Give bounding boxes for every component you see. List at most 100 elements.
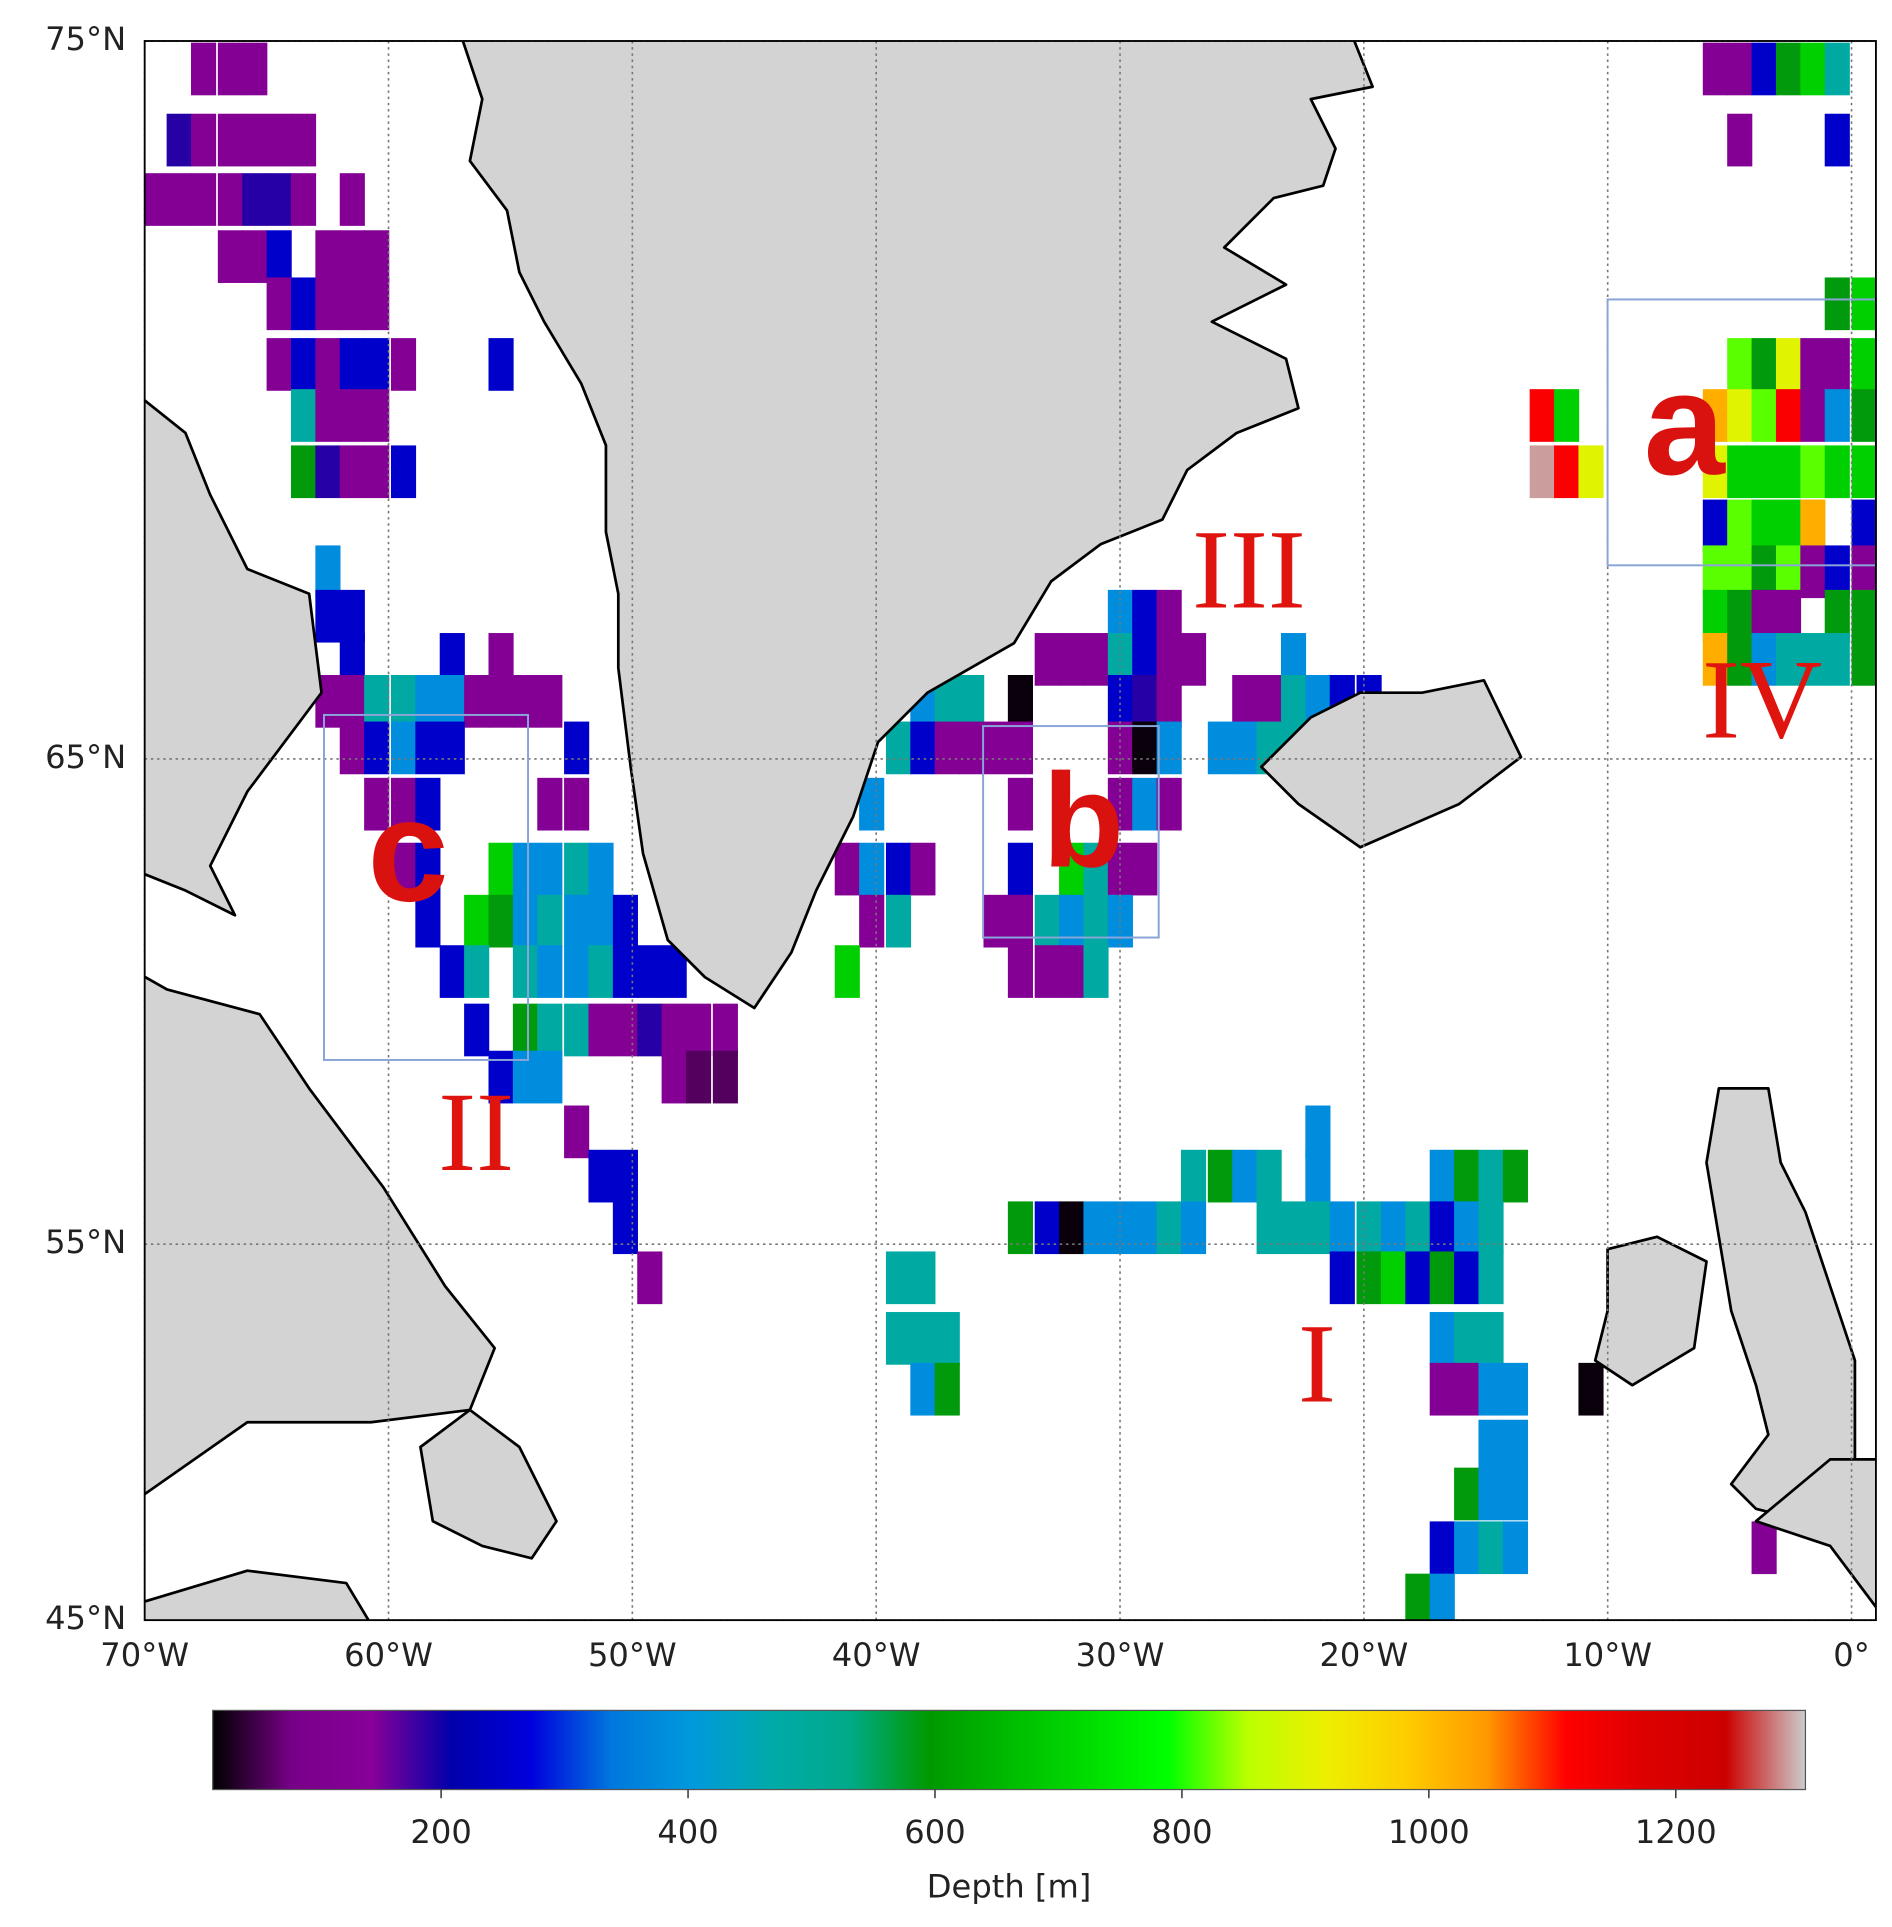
depth-cell — [1751, 42, 1777, 96]
depth-cell — [339, 389, 365, 442]
depth-cell — [339, 721, 365, 775]
depth-cell — [1059, 945, 1085, 998]
iceland — [1259, 678, 1523, 849]
depth-cell — [1132, 1201, 1158, 1255]
depth-cell — [464, 894, 490, 948]
depth-cell — [1132, 721, 1158, 775]
x-tick-label: 30°W — [1076, 1636, 1165, 1674]
depth-cell — [266, 173, 292, 226]
depth-cell — [1380, 1201, 1407, 1255]
depth-cell — [1529, 445, 1555, 499]
depth-cell — [1454, 1312, 1480, 1365]
depth-cell — [1305, 1201, 1331, 1255]
depth-cell — [315, 545, 341, 599]
depth-cell — [1180, 633, 1207, 686]
depth-cell — [834, 945, 860, 998]
depth-cell — [564, 842, 590, 896]
depth-cell — [537, 1003, 563, 1057]
depth-cell — [1232, 721, 1258, 775]
depth-cell — [390, 675, 417, 728]
depth-cell — [1034, 1201, 1060, 1255]
annotation: c — [368, 769, 449, 932]
depth-cell — [217, 173, 243, 226]
depth-cell — [1478, 1149, 1504, 1203]
depth-cell — [1329, 1201, 1355, 1255]
baffin-island — [144, 398, 323, 917]
depth-cell — [415, 894, 441, 948]
depth-cell — [415, 842, 441, 896]
depth-cell — [242, 42, 268, 96]
depth-cell — [859, 894, 885, 948]
depth-cell — [1502, 1467, 1528, 1521]
depth-cell — [217, 113, 243, 167]
x-tick-label: 70°W — [100, 1636, 189, 1674]
depth-cell — [1405, 1251, 1431, 1305]
colorbar-tick-label: 200 — [410, 1813, 471, 1851]
depth-cell — [1775, 445, 1802, 499]
depth-cell — [290, 173, 317, 226]
depth-cell — [1727, 633, 1753, 686]
depth-cell — [686, 1003, 712, 1057]
depth-cell — [439, 945, 465, 998]
depth-cell — [1232, 1149, 1258, 1203]
depth-cell — [1751, 1521, 1777, 1575]
depth-cell — [712, 1003, 738, 1057]
region-box-b — [982, 725, 1160, 939]
depth-cell — [339, 445, 365, 499]
depth-cell — [537, 842, 563, 896]
depth-cell — [512, 675, 539, 728]
depth-cell — [488, 675, 514, 728]
region-box-c — [323, 713, 530, 1061]
depth-cell — [512, 1050, 539, 1104]
depth-cell — [612, 1149, 638, 1203]
depth-cell — [537, 1050, 563, 1104]
depth-cell — [1429, 1573, 1455, 1621]
depth-cell — [1180, 1149, 1207, 1203]
depth-cell — [1380, 1251, 1407, 1305]
depth-cell — [488, 842, 514, 896]
depth-cell — [1578, 445, 1604, 499]
depth-cell — [364, 675, 390, 728]
depth-cell — [242, 113, 268, 167]
depth-cell — [1132, 675, 1158, 728]
depth-cell — [1775, 545, 1802, 599]
depth-cell — [1429, 1201, 1455, 1255]
depth-cell — [1405, 1201, 1431, 1255]
annotation: III — [1192, 506, 1306, 632]
depth-cell — [390, 777, 417, 831]
depth-cell — [1059, 894, 1085, 948]
colorbar — [212, 1709, 1807, 1791]
annotation: b — [1042, 746, 1124, 895]
depth-cell — [242, 173, 268, 226]
depth-cell — [637, 1003, 663, 1057]
depth-cell — [564, 777, 590, 831]
depth-cell — [415, 777, 441, 831]
depth-cell — [390, 338, 417, 391]
depth-cell — [390, 445, 417, 499]
depth-cell — [1454, 1251, 1480, 1305]
depth-cell — [1132, 777, 1158, 831]
depth-cell — [390, 842, 417, 896]
depth-cell — [910, 1362, 936, 1416]
depth-cell — [439, 675, 465, 728]
depth-cell — [1034, 894, 1060, 948]
depth-cell — [1702, 389, 1728, 442]
x-tick-label: 10°W — [1563, 1636, 1652, 1674]
depth-cell — [1429, 1521, 1455, 1575]
depth-cell — [612, 1201, 638, 1255]
depth-cell — [983, 894, 1009, 948]
depth-cell — [1454, 1521, 1480, 1575]
depth-cell — [1851, 499, 1876, 553]
depth-cell — [1751, 389, 1777, 442]
depth-cell — [1356, 1201, 1382, 1255]
depth-cell — [1727, 389, 1753, 442]
depth-cell — [1727, 445, 1753, 499]
depth-cell — [1478, 1467, 1504, 1521]
depth-cell — [612, 1003, 638, 1057]
depth-cell — [1083, 894, 1109, 948]
depth-cell — [290, 389, 317, 442]
depth-cell — [339, 338, 365, 391]
depth-cell — [1824, 338, 1850, 391]
map-frame — [143, 40, 1877, 1622]
